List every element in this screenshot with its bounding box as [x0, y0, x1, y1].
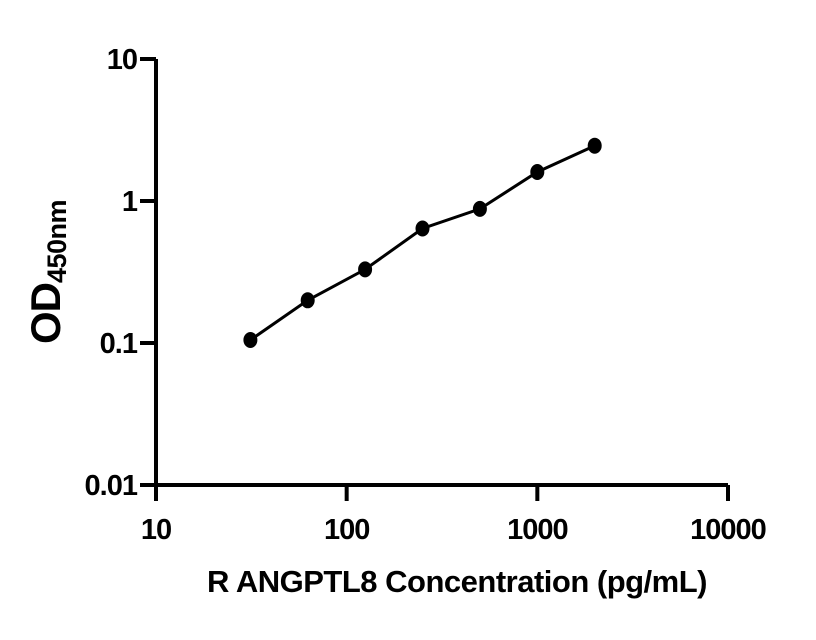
x-axis-tick-label: 100 — [324, 514, 369, 546]
data-point — [587, 137, 602, 154]
y-axis-label: OD450nm — [22, 199, 72, 345]
data-point — [472, 200, 487, 217]
data-point — [300, 292, 315, 309]
y-axis-label-subscript: 450nm — [42, 199, 72, 284]
x-axis-tick-label: 10 — [141, 514, 171, 546]
x-axis-tick-label: 10000 — [690, 514, 766, 546]
y-axis-tick-label: 10 — [107, 44, 137, 76]
y-axis-tick-label: 1 — [122, 186, 138, 218]
data-point — [530, 164, 545, 180]
y-axis-tick-label: 0.01 — [85, 470, 138, 502]
y-axis-tick-label: 0.1 — [100, 328, 138, 360]
data-point — [358, 261, 373, 278]
x-axis-title: R ANGPTL8 Concentration (pg/mL) — [207, 564, 708, 599]
data-point — [415, 220, 430, 237]
data-point — [243, 332, 258, 348]
y-axis-label-main: OD — [22, 283, 69, 345]
axis-lines — [154, 59, 728, 487]
x-axis-tick-label: 1000 — [507, 514, 568, 546]
